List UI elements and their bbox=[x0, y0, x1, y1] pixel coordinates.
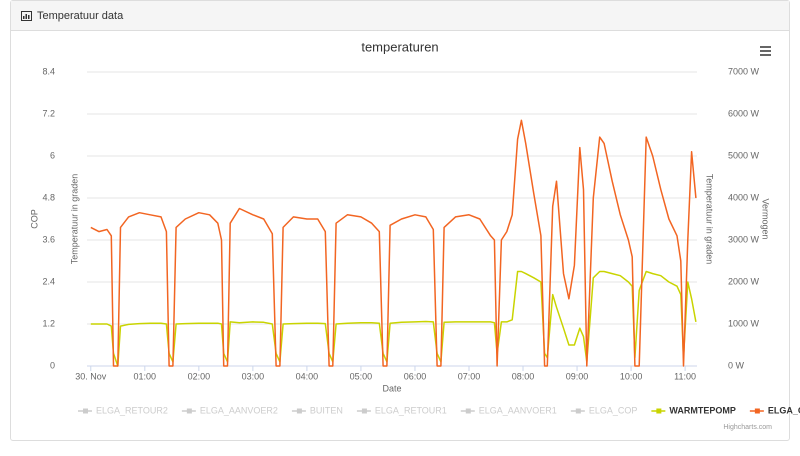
x-tick-label: 30. Nov bbox=[75, 371, 107, 381]
panel-header: Temperatuur data bbox=[11, 1, 789, 31]
x-tick-label: 04:00 bbox=[296, 371, 319, 381]
y2-tick-label: 7000 W bbox=[728, 66, 760, 76]
y-tick-label: 3.6 bbox=[42, 234, 55, 244]
legend-marker bbox=[656, 408, 662, 414]
legend-label: ELGA_AANVOER2 bbox=[200, 405, 278, 415]
series-line bbox=[90, 119, 697, 367]
x-tick-label: 07:00 bbox=[458, 371, 481, 381]
y-axis-title: COP bbox=[29, 209, 39, 229]
x-tick-label: 08:00 bbox=[512, 371, 535, 381]
legend-marker bbox=[575, 408, 581, 414]
menu-button[interactable] bbox=[760, 46, 771, 56]
legend-marker bbox=[186, 408, 192, 414]
y-tick-label: 4.8 bbox=[42, 192, 55, 202]
y-axis-title: Temperatuur in graden bbox=[69, 174, 79, 265]
legend-item[interactable]: ELGA_AANVOER1 bbox=[460, 405, 557, 415]
x-tick-label: 02:00 bbox=[188, 371, 211, 381]
x-tick-label: 03:00 bbox=[242, 371, 265, 381]
legend-marker bbox=[296, 408, 302, 414]
legend-label: ELGA_RETOUR2 bbox=[96, 405, 168, 415]
chart-title: temperaturen bbox=[361, 39, 438, 54]
y-tick-label: 1.2 bbox=[42, 318, 55, 328]
panel: Temperatuur data bbox=[10, 0, 790, 441]
series-line bbox=[90, 270, 697, 367]
chart-icon bbox=[21, 10, 32, 21]
panel-title: Temperatuur data bbox=[37, 9, 124, 22]
y2-tick-label: 5000 W bbox=[728, 150, 760, 160]
legend-label: ELGA_COP bbox=[589, 405, 638, 415]
y-tick-label: 6 bbox=[50, 150, 55, 160]
legend-marker bbox=[754, 408, 760, 414]
y2-axis-title: Vermogen bbox=[761, 198, 771, 239]
legend-label: ELGA_OUTPUT bbox=[768, 405, 800, 415]
legend-label: BUITEN bbox=[310, 405, 343, 415]
y2-tick-label: 2000 W bbox=[728, 276, 760, 286]
y-tick-label: 7.2 bbox=[42, 108, 55, 118]
legend-marker bbox=[465, 408, 471, 414]
menu-bar[interactable] bbox=[760, 50, 771, 52]
credits[interactable]: Highcharts.com bbox=[723, 424, 772, 431]
x-tick-label: 09:00 bbox=[566, 371, 589, 381]
y2-tick-label: 6000 W bbox=[728, 108, 760, 118]
y2-tick-label: 0 W bbox=[728, 360, 745, 370]
legend-marker bbox=[83, 408, 88, 414]
legend-marker bbox=[361, 408, 367, 414]
menu-bar[interactable] bbox=[760, 54, 771, 56]
y2-axis-title: Temperatuur in graden bbox=[705, 174, 715, 265]
legend-label: ELGA_AANVOER1 bbox=[479, 405, 557, 415]
legend-item[interactable]: ELGA_COP bbox=[570, 405, 638, 415]
menu-bar[interactable] bbox=[760, 46, 771, 48]
legend-item[interactable]: ELGA_OUTPUT bbox=[749, 405, 800, 415]
legend-item[interactable]: ELGA_RETOUR1 bbox=[356, 405, 447, 415]
legend-label: ELGA_RETOUR1 bbox=[375, 405, 447, 415]
legend-item[interactable]: ELGA_AANVOER2 bbox=[181, 405, 278, 415]
y-tick-label: 0 bbox=[50, 360, 55, 370]
y2-tick-label: 4000 W bbox=[728, 192, 760, 202]
x-tick-label: 06:00 bbox=[404, 371, 427, 381]
y2-tick-label: 1000 W bbox=[728, 318, 760, 328]
x-axis-title: Date bbox=[382, 383, 401, 393]
legend-item[interactable]: ELGA_RETOUR2 bbox=[78, 405, 168, 415]
legend-item[interactable]: WARMTEPOMP bbox=[651, 405, 736, 415]
legend-label: WARMTEPOMP bbox=[669, 405, 736, 415]
x-tick-label: 05:00 bbox=[350, 371, 373, 381]
x-tick-label: 11:00 bbox=[674, 371, 696, 381]
legend-item[interactable]: BUITEN bbox=[291, 405, 343, 415]
y-tick-label: 2.4 bbox=[42, 276, 55, 286]
x-tick-label: 01:00 bbox=[134, 371, 157, 381]
x-tick-label: 10:00 bbox=[620, 371, 643, 381]
y2-tick-label: 3000 W bbox=[728, 234, 760, 244]
y-tick-label: 8.4 bbox=[42, 66, 55, 76]
